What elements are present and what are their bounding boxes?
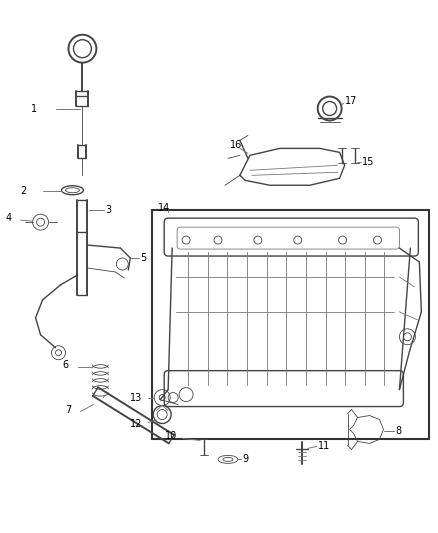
- Bar: [152, 210, 429, 439]
- Text: 16: 16: [230, 140, 242, 150]
- Text: 17: 17: [345, 95, 357, 106]
- Text: 6: 6: [63, 360, 69, 370]
- Text: 3: 3: [106, 205, 112, 215]
- Text: 10: 10: [165, 431, 177, 441]
- Text: 5: 5: [140, 253, 146, 263]
- Text: 14: 14: [158, 203, 170, 213]
- Text: 7: 7: [66, 405, 72, 415]
- Text: 15: 15: [361, 157, 374, 167]
- Text: 13: 13: [130, 393, 142, 402]
- Text: 2: 2: [21, 186, 27, 196]
- Text: 4: 4: [6, 213, 12, 223]
- Text: 12: 12: [130, 419, 143, 430]
- Text: 8: 8: [396, 426, 402, 437]
- Text: 11: 11: [318, 441, 330, 451]
- Text: 9: 9: [242, 455, 248, 464]
- Text: 1: 1: [31, 103, 37, 114]
